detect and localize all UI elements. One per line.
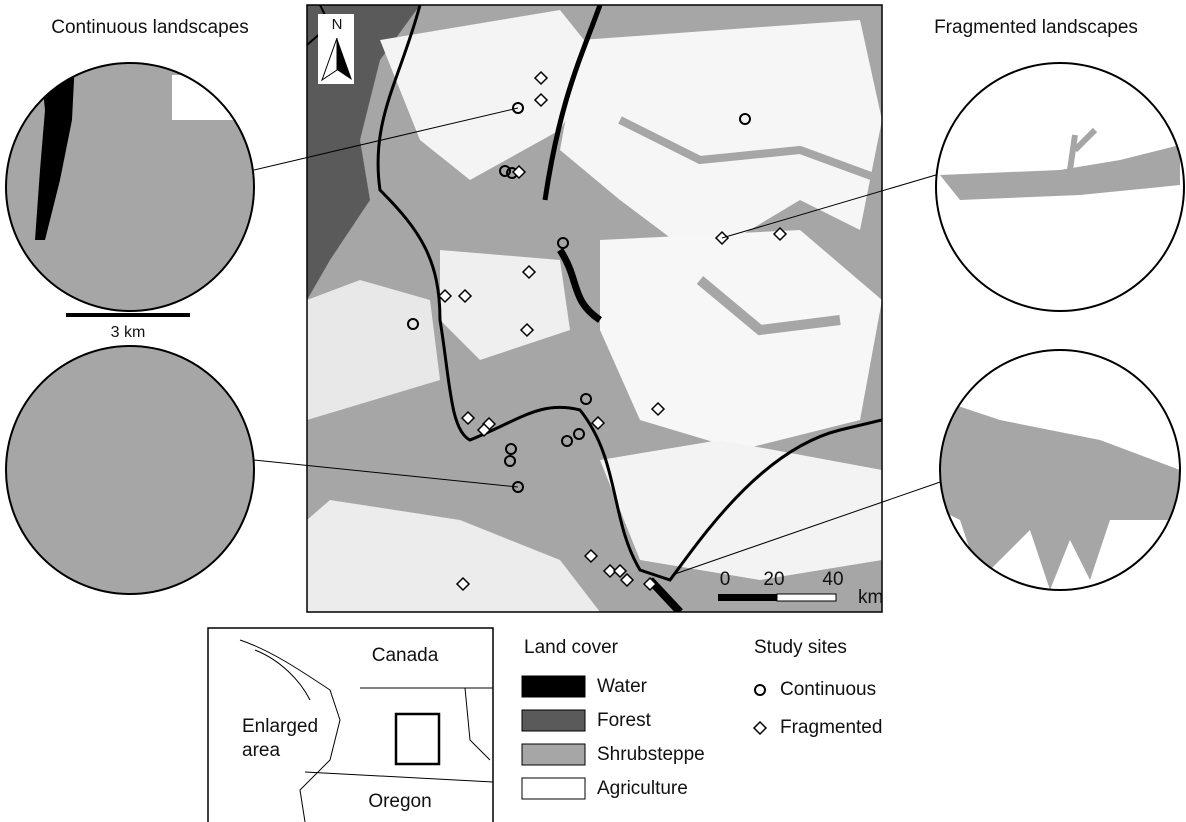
map-figure: Continuous landscapes Fragmented landsca…	[0, 0, 1186, 822]
legend-swatch	[522, 710, 585, 731]
study-site-legend: Continuous Fragmented	[754, 679, 882, 738]
scale-label: 0	[720, 569, 731, 590]
right-title: Fragmented landscapes	[934, 17, 1138, 38]
left-title: Continuous landscapes	[51, 17, 249, 38]
legend-label: Forest	[597, 710, 652, 731]
north-label: N	[332, 16, 343, 33]
main-map	[307, 5, 882, 612]
circle-scale-label: 3 km	[111, 324, 146, 341]
inset-label: Canada	[372, 645, 439, 666]
scale-label: 40	[822, 569, 843, 590]
legend-swatch	[522, 744, 585, 765]
continuous-site	[755, 685, 765, 695]
legend-label: Water	[597, 676, 648, 697]
legend-swatch	[522, 676, 585, 697]
legend-title: Land cover	[524, 637, 619, 658]
legend-swatch	[522, 778, 585, 799]
scale-bar	[777, 594, 836, 601]
legend-label: Agriculture	[597, 778, 688, 799]
scale-label: 20	[763, 569, 784, 590]
landscape-circle	[6, 346, 254, 594]
inset-label: Enlarged area	[242, 715, 322, 765]
landscape-circle	[930, 340, 1186, 600]
legend-title: Study sites	[754, 637, 847, 658]
fragmented-site	[754, 722, 766, 734]
figure: Continuous landscapes Fragmented landsca…	[0, 0, 1186, 822]
land-cover-legend: Water Forest Shrubsteppe Agriculture	[522, 676, 705, 799]
legend-label: Fragmented	[780, 717, 882, 738]
legend-label: Shrubsteppe	[597, 744, 705, 765]
landscape-circle	[0, 60, 262, 320]
landscape-circle	[930, 60, 1186, 320]
inset-label-text: Enlarged area	[242, 715, 322, 763]
inset-label: Oregon	[368, 791, 431, 812]
legend-label: Continuous	[780, 679, 876, 700]
scale-unit: km	[858, 587, 883, 608]
scale-bar	[718, 594, 777, 601]
